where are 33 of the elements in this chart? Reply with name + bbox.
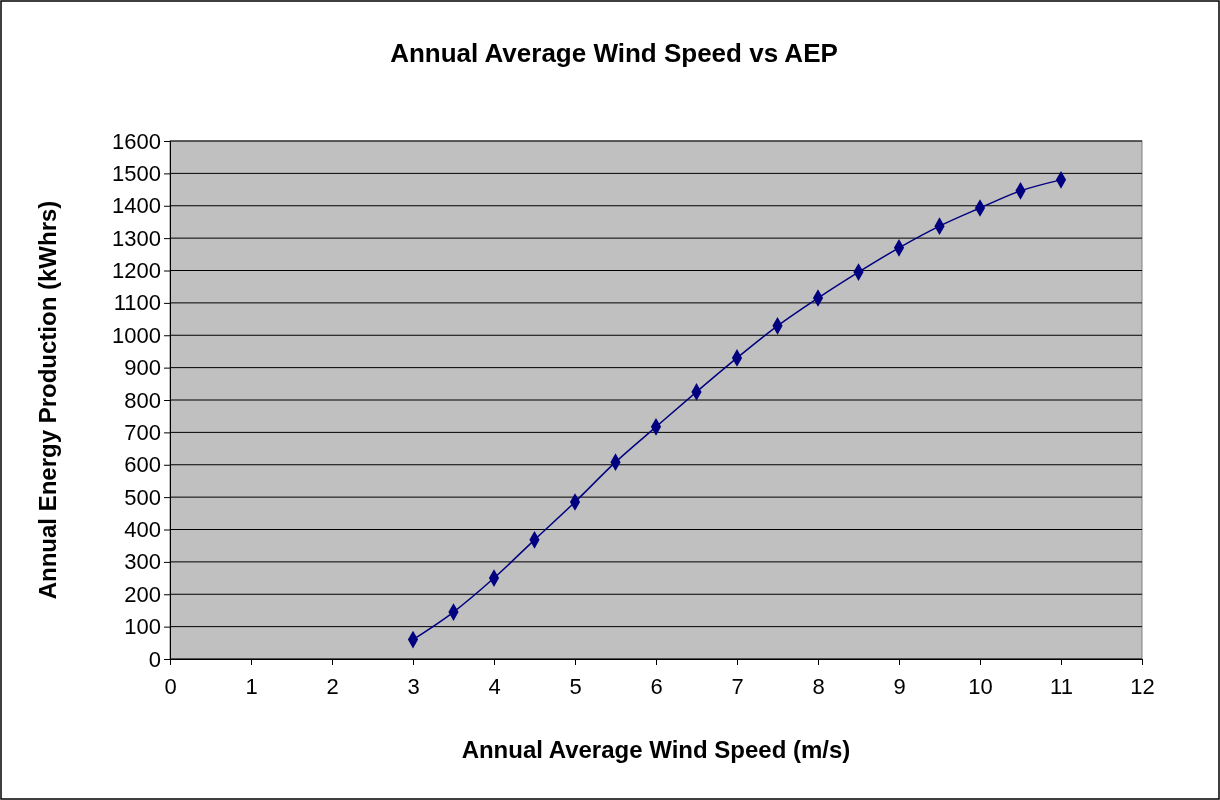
x-tick-label: 6 [650, 674, 663, 700]
x-tick-label: 7 [731, 674, 744, 700]
x-tick-label: 5 [569, 674, 582, 700]
y-tick-label: 1000 [112, 322, 161, 348]
y-tick-label: 1600 [112, 128, 161, 154]
x-tick-label: 8 [812, 674, 825, 700]
x-tick-label: 3 [407, 674, 420, 700]
y-tick-label: 900 [124, 355, 161, 381]
y-tick-label: 200 [124, 581, 161, 607]
y-tick-label: 700 [124, 419, 161, 445]
x-tick-label: 0 [164, 674, 177, 700]
x-axis-title: Annual Average Wind Speed (m/s) [461, 736, 851, 763]
y-tick-label: 1200 [112, 258, 161, 284]
x-tick-label: 4 [488, 674, 501, 700]
y-tick-label: 1100 [113, 290, 161, 316]
x-tick-label: 1 [245, 674, 258, 700]
chart-title: Annual Average Wind Speed vs AEP [390, 38, 838, 68]
x-tick-label: 11 [1050, 674, 1073, 700]
y-tick-label: 800 [124, 387, 161, 413]
y-tick-label: 600 [124, 452, 161, 478]
x-tick-label: 9 [893, 674, 906, 700]
x-tick-label: 12 [1130, 674, 1155, 700]
y-tick-label: 400 [124, 517, 161, 543]
y-tick-label: 300 [124, 549, 161, 575]
y-tick-label: 0 [148, 646, 161, 672]
x-tick-label: 10 [968, 674, 993, 700]
y-tick-label: 1400 [112, 193, 161, 219]
x-tick-label: 2 [326, 674, 339, 700]
y-tick-label: 1500 [112, 160, 161, 186]
y-tick-label: 1300 [112, 225, 161, 251]
y-tick-label: 500 [124, 484, 161, 510]
y-axis-title: Annual Energy Production (kWhrs) [34, 200, 61, 600]
y-tick-label: 100 [124, 614, 161, 640]
